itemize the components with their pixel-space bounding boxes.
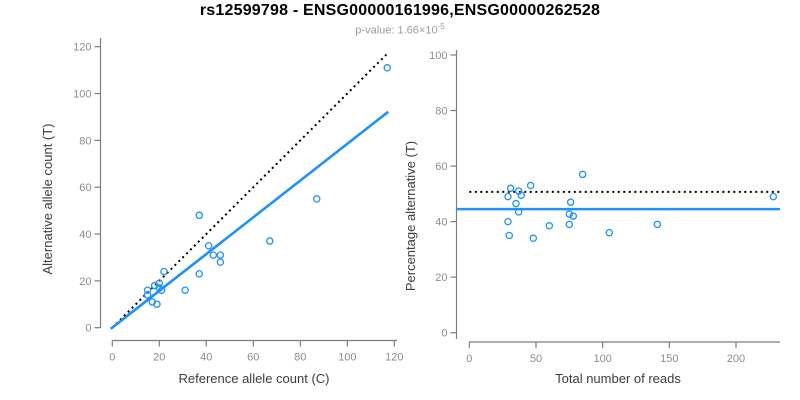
data-point (526, 181, 535, 190)
x-tick-label: 0 (466, 353, 472, 365)
fit-line (109, 110, 389, 330)
y-tick-label: 100 (429, 50, 447, 62)
data-point (653, 220, 662, 229)
data-point (181, 286, 189, 294)
data-point (209, 251, 218, 259)
data-point (578, 170, 587, 179)
data-point (265, 237, 274, 245)
data-point (155, 284, 164, 292)
y-tick-label: 20 (79, 276, 91, 288)
data-point (569, 212, 578, 220)
data-point (517, 191, 526, 199)
x-tick-label: 100 (593, 353, 611, 365)
x-axis-title: Reference allele count (C) (178, 371, 329, 386)
data-point (504, 217, 512, 226)
y-tick-label: 40 (79, 229, 91, 241)
y-axis-title: Percentage alternative (T) (403, 141, 418, 291)
x-tick-label: 50 (530, 353, 542, 365)
x-tick-label: 40 (200, 352, 212, 364)
data-point (565, 220, 574, 229)
data-point (204, 241, 213, 250)
y-tick-label: 80 (435, 106, 447, 118)
y-tick-label: 0 (85, 323, 91, 335)
x-tick-label: 150 (660, 353, 678, 365)
data-point (143, 286, 152, 294)
y-tick-label: 100 (73, 89, 91, 101)
data-point (216, 258, 225, 266)
data-point (216, 251, 225, 259)
x-tick-label: 200 (727, 353, 745, 365)
data-point (566, 198, 575, 206)
data-point (143, 291, 152, 299)
y-tick-label: 60 (79, 182, 91, 194)
data-point (155, 279, 164, 287)
data-point (195, 270, 203, 278)
x-tick-label: 100 (338, 352, 356, 364)
data-point (153, 300, 161, 309)
data-point (312, 195, 321, 203)
data-point (545, 222, 554, 230)
y-axis-title: Alternative allele count (T) (40, 123, 55, 274)
data-point (769, 192, 778, 201)
y-tick-label: 60 (435, 161, 447, 173)
data-point (195, 211, 203, 220)
data-point (514, 208, 523, 216)
y-tick-label: 80 (79, 135, 91, 147)
data-point (160, 267, 168, 276)
x-axis-title: Total number of reads (555, 371, 681, 386)
y-tick-label: 40 (435, 217, 447, 229)
y-tick-label: 0 (441, 328, 447, 340)
data-point (529, 234, 538, 243)
y-tick-label: 20 (435, 272, 447, 284)
y-tick-label: 120 (73, 42, 91, 54)
x-tick-label: 80 (294, 352, 306, 364)
pvalue-exponent: -5 (437, 22, 445, 31)
data-point (505, 231, 514, 240)
data-point (504, 192, 512, 201)
data-point (605, 228, 614, 237)
pvalue-text: p-value: 1.66×10 (355, 24, 438, 37)
x-tick-label: 60 (247, 352, 259, 364)
data-point (506, 184, 515, 193)
plot-title: rs12599798 - ENSG00000161996,ENSG0000026… (199, 2, 601, 19)
data-point (157, 286, 166, 294)
data-point (383, 64, 391, 72)
identity-line (111, 51, 390, 329)
data-point (512, 199, 520, 208)
data-point (565, 210, 574, 218)
x-tick-label: 0 (109, 352, 115, 364)
x-tick-label: 20 (153, 352, 165, 364)
plot-subtitle: p-value: 1.66×10-5 (0, 22, 800, 37)
x-tick-label: 120 (385, 352, 403, 364)
